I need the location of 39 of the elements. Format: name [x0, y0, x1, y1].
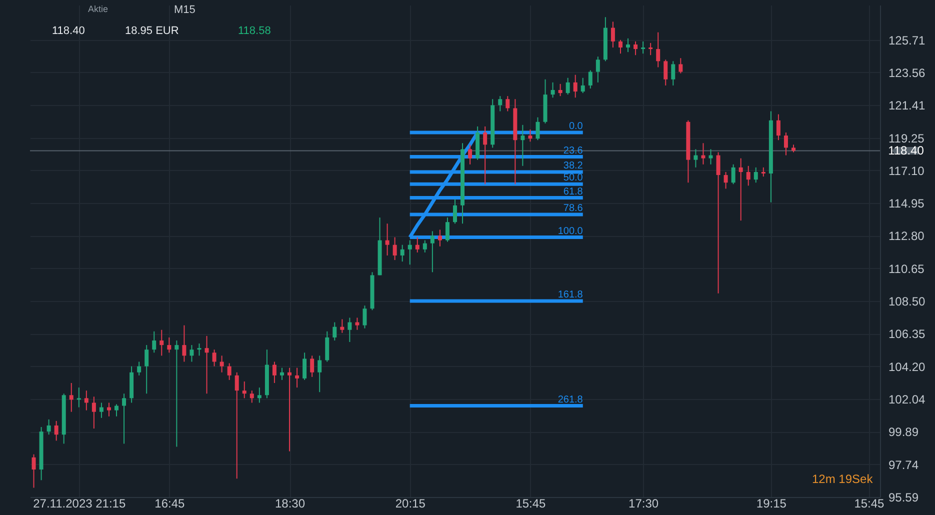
y-tick-label: 99.89	[888, 425, 919, 440]
y-tick-label: 106.35	[888, 327, 926, 342]
y-tick-label: 121.41	[888, 98, 926, 113]
series-label: 0.0	[568, 121, 584, 132]
y-tick-label: 114.95	[888, 196, 925, 211]
y-tick-label: 112.80	[888, 229, 925, 244]
y-tick-label: 104.20	[888, 360, 926, 374]
x-tick-label: 17:30	[628, 496, 659, 510]
series-label: 78.6	[563, 202, 584, 214]
y-tick-label: 97.74	[888, 458, 919, 472]
annotation: Aktie	[88, 4, 108, 14]
annotation: 118.58	[238, 25, 271, 37]
annotation: 12m 19Sek	[812, 472, 874, 486]
y-tick-label: 95.59	[888, 490, 919, 504]
y-tick-label: 123.56	[888, 66, 926, 80]
annotation: 18.95 EUR	[125, 25, 179, 37]
series-label: 23.6	[563, 145, 584, 156]
annotation: M15	[174, 4, 196, 16]
annotation: 118.40	[52, 25, 85, 37]
x-tick-label: 18:30	[275, 496, 306, 510]
series-label: 100.0	[558, 226, 584, 237]
x-tick-label: 20:15	[395, 496, 426, 510]
series-label: 50.0	[563, 172, 584, 184]
series-label: 261.8	[558, 394, 584, 406]
series-label: 38.2	[563, 160, 584, 172]
y-tick-label: 119.25	[888, 131, 925, 146]
x-tick-label: 27.11.2023 21:15	[33, 496, 126, 510]
ref-line-label: 118.40	[888, 144, 924, 158]
x-tick-label: 16:45	[154, 496, 185, 510]
y-tick-label: 110.65	[888, 262, 925, 276]
x-tick-label: 15:45	[516, 496, 546, 510]
y-tick-label: 117.10	[888, 164, 925, 178]
y-tick-label: 125.71	[888, 33, 926, 48]
series-label: 161.8	[558, 290, 584, 301]
y-tick-label: 102.04	[888, 392, 926, 407]
y-tick-label: 108.50	[888, 294, 926, 309]
series-label: 61.8	[563, 186, 584, 198]
x-tick-label: 19:15	[756, 496, 787, 510]
x-tick-label: 15:45	[854, 496, 885, 510]
